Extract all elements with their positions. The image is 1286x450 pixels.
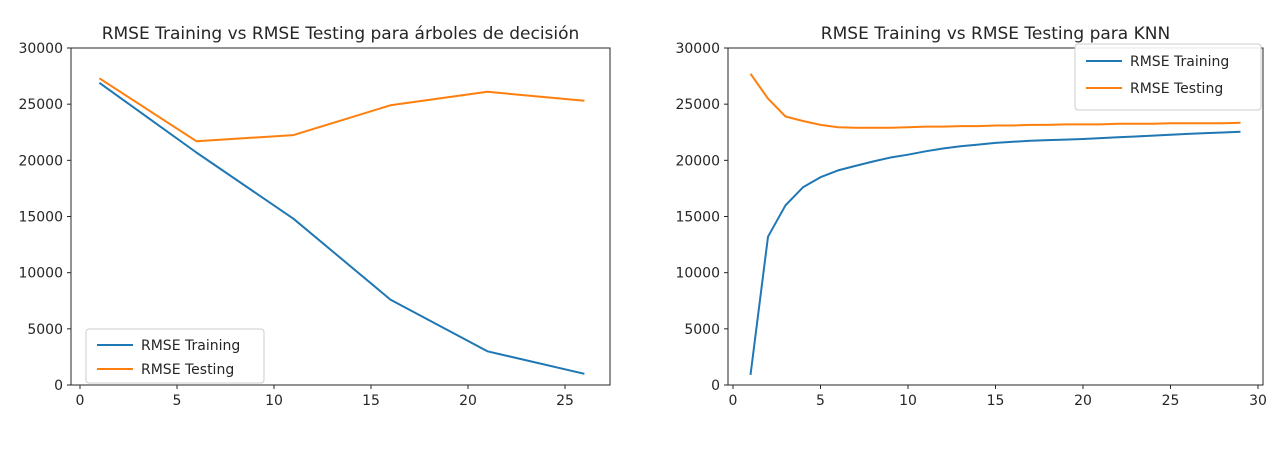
y-tick-label: 30000	[18, 41, 63, 57]
y-tick-label: 20000	[18, 153, 63, 169]
x-tick-label: 20	[1074, 393, 1092, 409]
y-tick-label: 25000	[18, 97, 63, 113]
rmse-training-line	[98, 81, 585, 375]
x-tick-label: 10	[265, 393, 283, 409]
x-tick-label: 25	[1162, 393, 1180, 409]
knn-plot: 0 5 10 15 20 25 30 0 5000 10000 15000 20000 25000 300…	[675, 24, 1267, 409]
x-tick-label: 15	[987, 393, 1005, 409]
x-tick-label: 20	[459, 393, 477, 409]
y-tick-label: 15000	[18, 210, 63, 226]
x-tick-label: 0	[729, 393, 738, 409]
rmse-training-line	[749, 130, 1241, 376]
legend-label: RMSE Testing	[1130, 81, 1223, 97]
x-tick-label: 10	[899, 393, 917, 409]
y-tick-label: 15000	[675, 210, 720, 226]
x-tick-label: 0	[76, 393, 85, 409]
y-tick-label: 5000	[27, 322, 63, 338]
rmse-testing-line	[749, 73, 1241, 129]
y-tick-label: 0	[54, 378, 63, 394]
y-tick-label: 25000	[675, 97, 720, 113]
x-tick-label: 5	[816, 393, 825, 409]
figure-decision-trees: 0 5 10 15 20 25 0 5000 10000 15000 20000 25000 30000…	[18, 24, 611, 409]
x-tick-label: 25	[556, 393, 574, 409]
chart-title: RMSE Training vs RMSE Testing para árbol…	[102, 24, 580, 44]
x-tick-label: 15	[362, 393, 380, 409]
y-tick-label: 10000	[18, 266, 63, 282]
y-tick-label: 10000	[675, 266, 720, 282]
y-tick-label: 5000	[684, 322, 720, 338]
x-tick-label: 30	[1249, 393, 1267, 409]
y-tick-label: 0	[711, 378, 720, 394]
y-tick-label: 20000	[675, 153, 720, 169]
legend-label: RMSE Testing	[141, 362, 234, 378]
legend-label: RMSE Training	[141, 338, 240, 354]
legend-label: RMSE Training	[1130, 54, 1229, 70]
figure-knn: 0 5 10 15 20 25 30 0 5000 10000 15000 20000 25000 300…	[643, 0, 1286, 450]
y-tick-label: 30000	[675, 41, 720, 57]
chart-title: RMSE Training vs RMSE Testing para KNN	[821, 24, 1170, 44]
rmse-testing-line	[98, 77, 585, 143]
x-tick-label: 5	[173, 393, 182, 409]
decision-trees-plot: 0 5 10 15 20 25 0 5000 10000 15000 20000 25000 30000…	[18, 24, 611, 409]
